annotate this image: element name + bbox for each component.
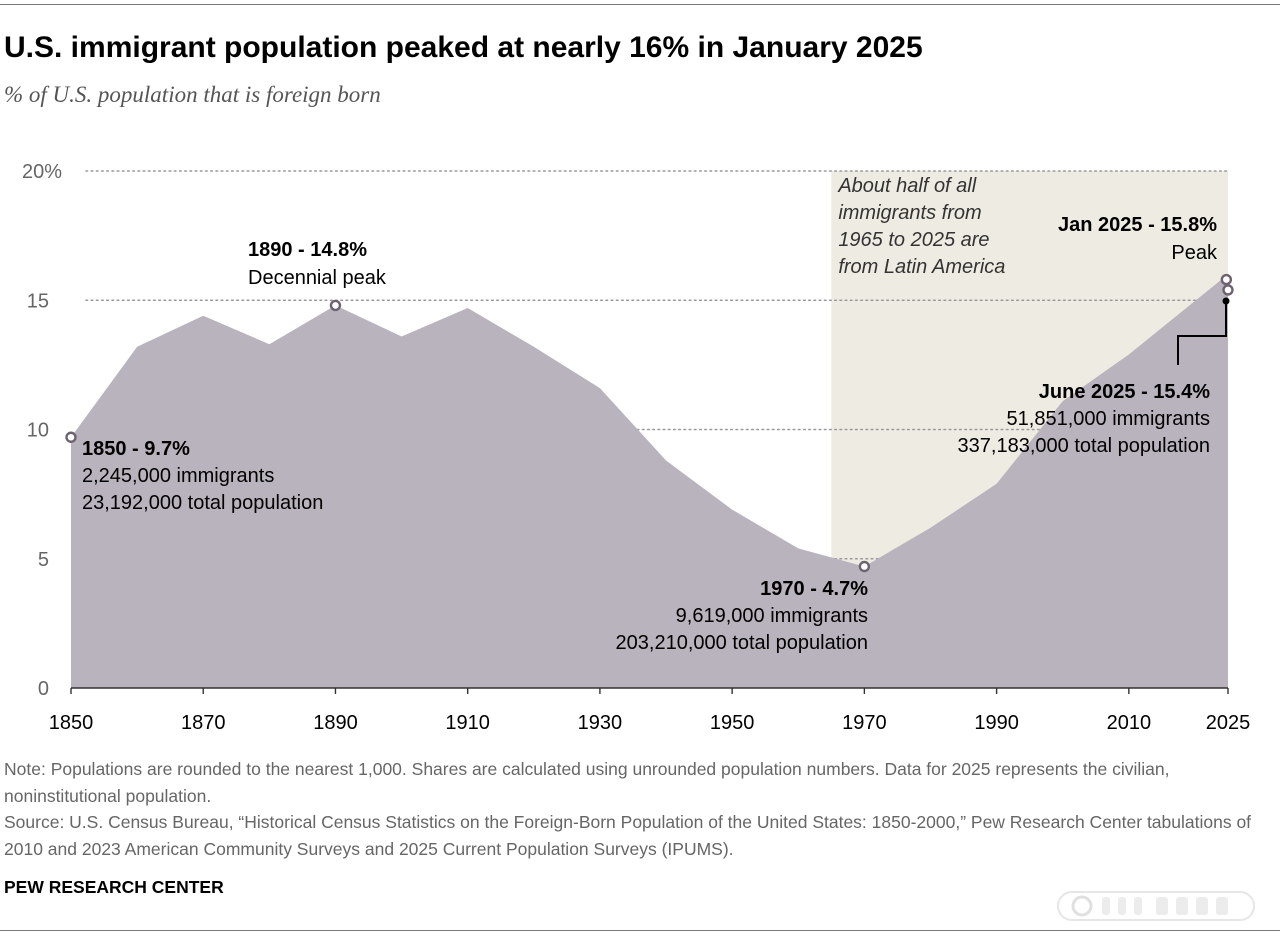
annotation-heading: 1970 - 4.7% — [760, 578, 868, 600]
data-point-markers — [65, 273, 1234, 573]
annotation-1890: 1890 - 14.8% Decennial peak — [248, 239, 387, 289]
callout-leader-line — [1177, 297, 1230, 365]
bottom-rule — [0, 930, 1280, 931]
x-tick-label: 1950 — [710, 712, 755, 734]
annotation-heading: 1850 - 9.7% — [82, 438, 190, 460]
annotation-detail: Peak — [1171, 242, 1218, 264]
top-rule — [0, 4, 1280, 5]
source-note: Source: U.S. Census Bureau, “Historical … — [4, 812, 1252, 859]
y-tick-label: 15 — [27, 290, 49, 312]
x-axis-ticks: 1850 1870 1890 1910 1930 1950 1970 1990 2010 2025 — [49, 712, 1251, 734]
annotation-june-2025: June 2025 - 15.4% 51,851,000 immigrants 33… — [958, 381, 1211, 457]
annotation-detail: 23,192,000 total population — [82, 492, 323, 514]
x-axis — [70, 687, 1229, 694]
chart-subtitle: % of U.S. population that is foreign bor… — [4, 82, 381, 107]
annotation-detail: 51,851,000 immigrants — [1007, 408, 1210, 430]
annotation-detail: 337,183,000 total population — [958, 435, 1210, 457]
y-axis-ticks: 0 5 10 15 20% — [22, 161, 62, 700]
annotation-detail: Decennial peak — [248, 267, 387, 289]
x-tick-label: 2010 — [1107, 712, 1152, 734]
annotation-1850: 1850 - 9.7% 2,245,000 immigrants 23,192,00… — [82, 438, 323, 514]
y-tick-label: 0 — [38, 678, 49, 700]
x-tick-label: 1970 — [842, 712, 887, 734]
annotation-heading: June 2025 - 15.4% — [1039, 381, 1210, 403]
annotation-jan-2025-peak: Jan 2025 - 15.8% Peak — [1058, 214, 1218, 264]
x-tick-label: 1890 — [313, 712, 358, 734]
data-point-marker — [329, 299, 342, 312]
area-series-foreign-born-share — [71, 279, 1228, 688]
annotation-1970: 1970 - 4.7% 9,619,000 immigrants 203,210,0… — [616, 578, 869, 654]
x-tick-label: 2025 — [1206, 712, 1251, 734]
footnote: Note: Populations are rounded to the nea… — [4, 759, 1170, 806]
data-point-marker — [858, 560, 871, 573]
chart-title: U.S. immigrant population peaked at near… — [4, 31, 923, 64]
x-tick-label: 1870 — [181, 712, 226, 734]
highlight-region-text: About half of all immigrants from 1965 to … — [837, 175, 1005, 278]
annotation-heading: 1890 - 14.8% — [248, 239, 367, 261]
annotation-detail: 203,210,000 total population — [616, 632, 868, 654]
watermark-logo — [1057, 891, 1255, 921]
data-point-marker — [1222, 284, 1234, 296]
annotation-detail: 9,619,000 immigrants — [676, 605, 868, 627]
y-tick-label: 20% — [22, 161, 62, 183]
x-tick-label: 1990 — [974, 712, 1019, 734]
y-tick-label: 5 — [38, 549, 49, 571]
x-tick-label: 1930 — [578, 712, 623, 734]
x-tick-label: 1850 — [49, 712, 94, 734]
leader-dot — [1222, 297, 1230, 305]
brand-label: PEW RESEARCH CENTER — [4, 877, 224, 897]
data-point-marker — [65, 431, 77, 443]
annotation-heading: Jan 2025 - 15.8% — [1058, 214, 1217, 236]
y-tick-label: 10 — [27, 420, 49, 442]
annotation-detail: 2,245,000 immigrants — [82, 465, 274, 487]
foreign-born-area-chart: 0 5 10 15 20% 1850 1870 1890 1910 1930 1950 1970 19… — [22, 161, 1251, 734]
leader-line — [1177, 299, 1227, 365]
x-tick-label: 1910 — [445, 712, 490, 734]
data-point-marker — [1220, 273, 1233, 286]
